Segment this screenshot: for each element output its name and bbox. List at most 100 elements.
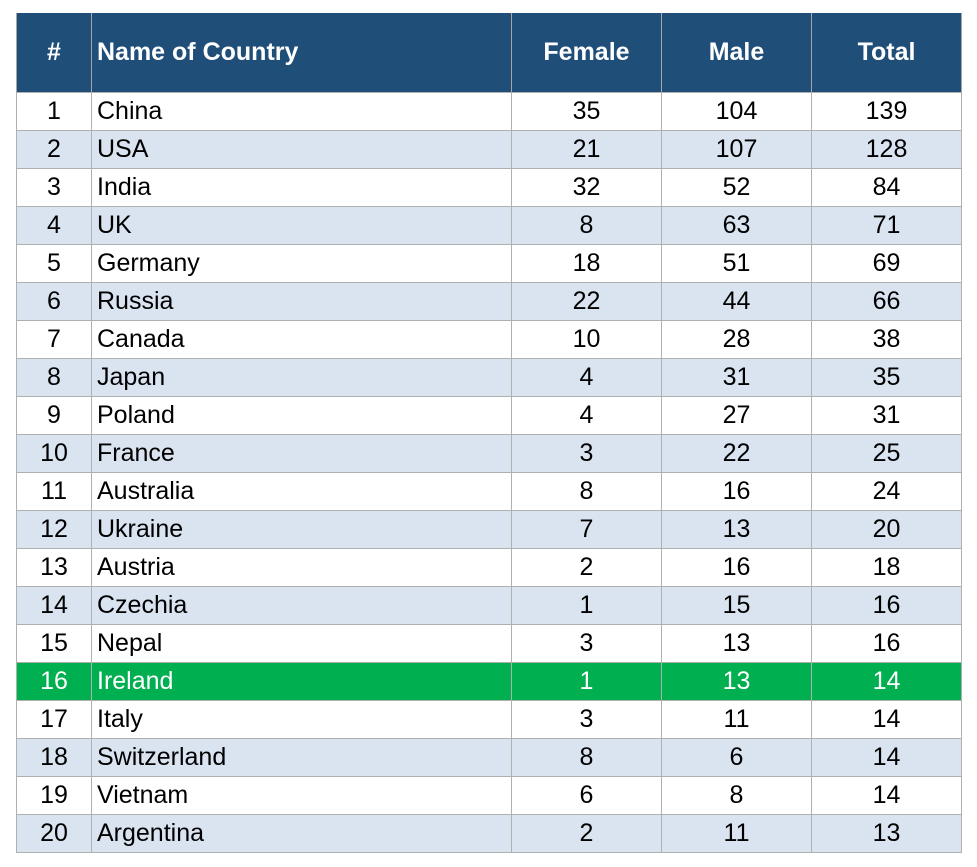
number-cell: 14 [811,662,962,701]
number-cell: 14 [811,700,962,739]
number-cell: 5 [16,244,92,283]
number-cell: 22 [661,434,812,473]
ranking-table: # Name of Country Female Male Total 1 China 35… [16,13,962,853]
table-row: 2 USA 21 107 128 [16,130,962,169]
number-cell: 21 [511,130,662,169]
number-cell: 51 [661,244,812,283]
number-cell: 6 [511,776,662,815]
number-cell: 15 [661,586,812,625]
number-cell: 3 [16,168,92,207]
number-cell: 7 [16,320,92,359]
number-cell: 2 [511,548,662,587]
number-cell: 28 [661,320,812,359]
number-cell: 52 [661,168,812,207]
table-row: 3 India 32 52 84 [16,168,962,207]
number-cell: 3 [511,434,662,473]
number-cell: 20 [16,814,92,853]
table-row: 12 Ukraine 7 13 20 [16,510,962,549]
number-cell: 3 [511,700,662,739]
number-cell: 25 [811,434,962,473]
number-cell: 17 [16,700,92,739]
number-cell: 11 [661,700,812,739]
number-cell: 6 [661,738,812,777]
number-cell: 69 [811,244,962,283]
table-row: 16 Ireland 1 13 14 [16,662,962,701]
table-row: 7 Canada 10 28 38 [16,320,962,359]
country-cell: Vietnam [91,776,512,815]
number-cell: 14 [811,738,962,777]
number-cell: 16 [661,548,812,587]
country-cell: Germany [91,244,512,283]
country-cell: Nepal [91,624,512,663]
number-cell: 8 [661,776,812,815]
number-cell: 16 [811,586,962,625]
table-row: 11 Australia 8 16 24 [16,472,962,511]
number-cell: 139 [811,92,962,131]
country-cell: India [91,168,512,207]
country-cell: Ukraine [91,510,512,549]
number-cell: 1 [511,662,662,701]
number-cell: 4 [16,206,92,245]
country-cell: UK [91,206,512,245]
number-cell: 35 [811,358,962,397]
header-cell: Female [511,13,662,93]
header-cell: Total [811,13,962,93]
country-cell: Ireland [91,662,512,701]
number-cell: 13 [661,662,812,701]
number-cell: 8 [511,206,662,245]
country-cell: USA [91,130,512,169]
number-cell: 12 [16,510,92,549]
number-cell: 16 [661,472,812,511]
number-cell: 38 [811,320,962,359]
country-cell: Australia [91,472,512,511]
number-cell: 15 [16,624,92,663]
number-cell: 4 [511,358,662,397]
number-cell: 9 [16,396,92,435]
table-container: # Name of Country Female Male Total 1 China 35… [16,13,962,853]
number-cell: 31 [661,358,812,397]
number-cell: 71 [811,206,962,245]
number-cell: 20 [811,510,962,549]
number-cell: 66 [811,282,962,321]
number-cell: 7 [511,510,662,549]
country-cell: Japan [91,358,512,397]
number-cell: 14 [16,586,92,625]
number-cell: 13 [16,548,92,587]
number-cell: 8 [511,738,662,777]
number-cell: 128 [811,130,962,169]
country-cell: Poland [91,396,512,435]
header-cell: # [16,13,92,93]
country-cell: Russia [91,282,512,321]
table-body: 1 China 35 104 139 2 USA 21 107 128 3 India 32 52 84 4 U… [16,92,962,853]
number-cell: 44 [661,282,812,321]
table-row: 15 Nepal 3 13 16 [16,624,962,663]
number-cell: 2 [16,130,92,169]
table-row: 6 Russia 22 44 66 [16,282,962,321]
table-row: 10 France 3 22 25 [16,434,962,473]
country-cell: France [91,434,512,473]
number-cell: 24 [811,472,962,511]
table-row: 9 Poland 4 27 31 [16,396,962,435]
table-row: 13 Austria 2 16 18 [16,548,962,587]
number-cell: 14 [811,776,962,815]
table-row: 5 Germany 18 51 69 [16,244,962,283]
country-cell: Switzerland [91,738,512,777]
number-cell: 18 [811,548,962,587]
country-cell: Canada [91,320,512,359]
number-cell: 19 [16,776,92,815]
table-row: 20 Argentina 2 11 13 [16,814,962,853]
number-cell: 10 [511,320,662,359]
table-row: 8 Japan 4 31 35 [16,358,962,397]
number-cell: 13 [811,814,962,853]
number-cell: 13 [661,510,812,549]
number-cell: 27 [661,396,812,435]
table-row: 18 Switzerland 8 6 14 [16,738,962,777]
number-cell: 13 [661,624,812,663]
header-cell: Male [661,13,812,93]
header-row: # Name of Country Female Male Total [16,13,962,93]
number-cell: 4 [511,396,662,435]
number-cell: 1 [16,92,92,131]
number-cell: 18 [511,244,662,283]
number-cell: 8 [16,358,92,397]
number-cell: 11 [16,472,92,511]
